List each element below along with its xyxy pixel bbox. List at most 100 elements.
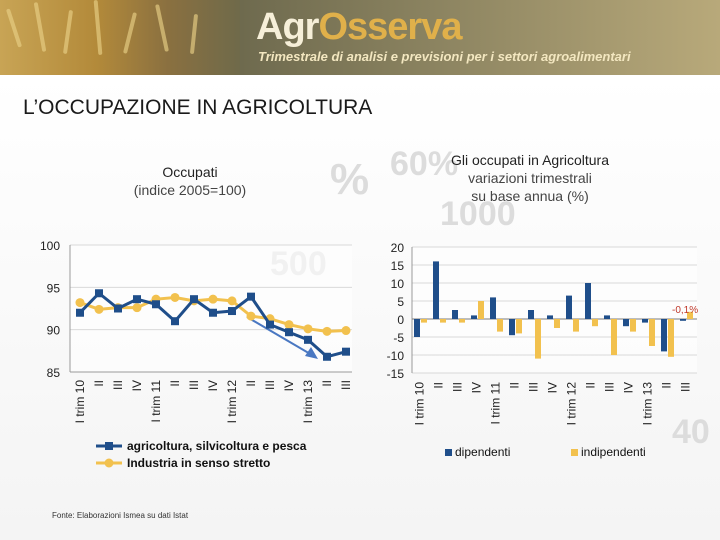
chart1-x-tick-label: III — [111, 380, 125, 390]
chart1-legend-label: agricoltura, silvicoltura e pesca — [127, 439, 307, 453]
wheat-image — [0, 0, 240, 75]
chart2-bar — [642, 319, 648, 323]
chart2-bar — [509, 319, 515, 336]
chart2-bar — [623, 319, 629, 327]
chart2-x-tick-label: II — [432, 382, 446, 389]
chart2-y-tick-label: 15 — [391, 259, 405, 273]
chart2-y-tick-label: 10 — [391, 277, 405, 291]
chart2-x-tick-label: II — [660, 382, 674, 389]
chart1-data-point — [341, 326, 351, 336]
chart1-data-point — [76, 308, 84, 317]
chart1-data-point — [246, 311, 256, 321]
chart2-x-tick-label: II — [584, 382, 598, 389]
chart2-y-tick-label: 0 — [397, 313, 404, 327]
chart2-plot-area — [412, 247, 697, 373]
chart2-bar — [687, 311, 693, 319]
chart2-x-tick-label: II — [508, 382, 522, 389]
chart2-bar — [516, 319, 522, 334]
chart2-legend-marker — [571, 449, 578, 456]
chart1-data-point — [322, 326, 332, 336]
chart2-bar — [573, 319, 579, 332]
chart1-legend-marker — [104, 458, 114, 468]
chart2-bar — [554, 319, 560, 328]
chart1-data-point — [228, 307, 236, 316]
chart2-x-tick-label: III — [603, 382, 617, 392]
chart1-x-tick-label: III — [263, 380, 277, 390]
chart2-x-tick-label: I trim 13 — [641, 382, 655, 426]
chart2-bar — [497, 319, 503, 332]
chart2-bar — [471, 315, 477, 319]
chart1-x-tick-label: I trim 11 — [149, 380, 163, 423]
banner-background — [240, 0, 720, 75]
chart2-legend-marker — [445, 449, 452, 456]
chart1-data-point — [75, 298, 85, 308]
chart1-legend-label: Industria in senso stretto — [127, 456, 270, 470]
chart1-x-tick-label: III — [187, 380, 201, 390]
chart1-data-point — [94, 304, 104, 314]
chart2-x-tick-label: III — [527, 382, 541, 392]
chart2-bar — [630, 319, 636, 332]
chart1-data-point — [266, 320, 274, 329]
chart2-y-tick-label: 5 — [397, 295, 404, 309]
chart2-subtitle: variazioni trimestrali su base annua (%) — [468, 170, 592, 204]
chart2-bar — [566, 295, 572, 319]
chart2-bar — [661, 319, 667, 352]
chart1-data-point — [323, 352, 331, 361]
chart2-annotation: -0,1% — [672, 305, 698, 316]
chart2-y-tick-label: -15 — [387, 367, 405, 381]
chart1-legend-marker — [105, 442, 113, 450]
chart1-data-point — [209, 308, 217, 317]
watermark-text: 60% — [390, 145, 459, 183]
chart2-bar — [490, 297, 496, 319]
chart2-x-tick-label: I trim 11 — [489, 382, 503, 425]
chart1-data-point — [285, 328, 293, 337]
chart1-data-point — [227, 296, 237, 306]
chart2-bar — [547, 315, 553, 319]
logo: AgrOsserva — [256, 6, 462, 49]
chart1-data-point — [303, 324, 313, 334]
chart2-x-tick-label: I trim 12 — [565, 382, 579, 426]
chart2-header: Gli occupati in Agricoltura variazioni t… — [410, 151, 650, 205]
chart2-bar — [592, 319, 598, 327]
chart2-x-tick-label: IV — [546, 382, 560, 393]
chart1-data-point — [152, 300, 160, 309]
watermark-text: 40 — [672, 413, 710, 451]
chart2-x-tick-label: III — [679, 382, 693, 392]
chart2-bar — [433, 261, 439, 319]
chart1-x-tick-label: II — [92, 380, 106, 387]
chart2-bar — [440, 319, 446, 323]
chart2-y-tick-label: 20 — [391, 241, 405, 255]
chart2-x-tick-label: IV — [470, 382, 484, 393]
chart1-y-tick-label: 95 — [47, 281, 61, 295]
page-title: L’OCCUPAZIONE IN AGRICOLTURA — [23, 96, 373, 119]
chart1-x-tick-label: II — [320, 380, 334, 387]
chart1-title: Occupati — [162, 164, 218, 180]
chart2-bar — [680, 319, 686, 321]
chart2-bar — [459, 319, 465, 323]
chart1-x-tick-label: I trim 13 — [301, 380, 315, 424]
chart2-bar — [668, 319, 674, 357]
chart2-title: Gli occupati in Agricoltura — [451, 152, 609, 168]
chart2-bar — [421, 319, 427, 323]
watermark-text: 1000 — [440, 195, 516, 233]
chart1-data-point — [114, 304, 122, 313]
chart2-bar — [604, 315, 610, 319]
chart2-bar — [414, 319, 420, 337]
chart2-bar — [649, 319, 655, 346]
chart1-data-point — [95, 289, 103, 298]
chart1-data-point — [133, 295, 141, 304]
chart2-bar — [611, 319, 617, 355]
chart2-legend-label: indipendenti — [581, 445, 646, 459]
chart1-x-tick-label: I trim 12 — [225, 380, 239, 424]
chart2-x-tick-label: IV — [622, 382, 636, 393]
chart1-x-tick-label: I trim 10 — [73, 380, 87, 424]
chart2-y-tick-label: -5 — [393, 331, 404, 345]
chart1-x-tick-label: III — [339, 380, 353, 390]
chart2-x-tick-label: I trim 10 — [413, 382, 427, 426]
chart2-bar — [478, 301, 484, 319]
trend-arrow-line — [246, 316, 313, 356]
logo-part1: Agr — [256, 6, 319, 48]
chart2-y-tick-label: -10 — [387, 349, 405, 363]
chart1-subtitle: (indice 2005=100) — [133, 182, 247, 198]
